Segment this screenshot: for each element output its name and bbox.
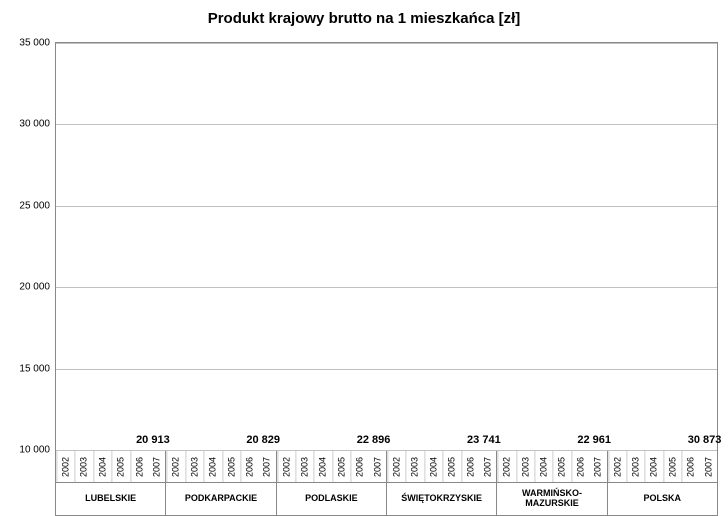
- year-label: 2005: [332, 451, 350, 482]
- year-label: 2007: [369, 451, 386, 482]
- year-label: 2007: [700, 451, 717, 482]
- bar-value-label: 22 896: [357, 434, 391, 450]
- x-axis-group: 200220032004200520062007WARMIŃSKO-MAZURS…: [496, 451, 606, 516]
- year-row: 200220032004200520062007: [166, 451, 275, 483]
- year-label: 2002: [387, 451, 405, 482]
- year-label: 2003: [405, 451, 423, 482]
- year-row: 200220032004200520062007: [56, 451, 165, 483]
- y-tick-label: 20 000: [19, 282, 56, 293]
- year-label: 2006: [681, 451, 699, 482]
- region-label: ŚWIĘTOKRZYSKIE: [387, 483, 496, 516]
- year-label: 2003: [295, 451, 313, 482]
- year-label: 2004: [93, 451, 111, 482]
- bar-value-label: 30 873: [688, 434, 722, 450]
- year-label: 2007: [148, 451, 165, 482]
- year-label: 2007: [258, 451, 275, 482]
- x-axis-group: 200220032004200520062007PODLASKIE: [276, 451, 386, 516]
- year-label: 2004: [424, 451, 442, 482]
- year-row: 200220032004200520062007: [387, 451, 496, 483]
- year-label: 2007: [589, 451, 606, 482]
- x-axis-group: 200220032004200520062007PODKARPACKIE: [165, 451, 275, 516]
- year-label: 2002: [277, 451, 295, 482]
- year-label: 2005: [222, 451, 240, 482]
- bars-area: 20 91320 82922 89623 74122 96130 873: [56, 43, 717, 450]
- x-axis-group: 200220032004200520062007POLSKA: [607, 451, 718, 516]
- y-tick-label: 25 000: [19, 200, 56, 211]
- x-axis-group: 200220032004200520062007LUBELSKIE: [55, 451, 165, 516]
- region-label: PODKARPACKIE: [166, 483, 275, 516]
- bar-value-label: 22 961: [577, 434, 611, 450]
- year-label: 2003: [516, 451, 534, 482]
- year-label: 2006: [461, 451, 479, 482]
- chart-container: Produkt krajowy brutto na 1 mieszkańca […: [0, 0, 728, 516]
- year-label: 2006: [350, 451, 368, 482]
- year-label: 2003: [185, 451, 203, 482]
- bar-value-label: 20 829: [246, 434, 280, 450]
- year-label: 2005: [663, 451, 681, 482]
- year-label: 2002: [166, 451, 184, 482]
- year-label: 2005: [111, 451, 129, 482]
- bar-value-label: 23 741: [467, 434, 501, 450]
- y-tick-label: 30 000: [19, 119, 56, 130]
- year-row: 200220032004200520062007: [497, 451, 606, 483]
- year-label: 2006: [130, 451, 148, 482]
- year-label: 2004: [203, 451, 221, 482]
- year-row: 200220032004200520062007: [608, 451, 717, 483]
- year-row: 200220032004200520062007: [277, 451, 386, 483]
- year-label: 2004: [644, 451, 662, 482]
- year-label: 2007: [479, 451, 496, 482]
- year-label: 2002: [497, 451, 515, 482]
- y-tick-label: 15 000: [19, 363, 56, 374]
- year-label: 2006: [240, 451, 258, 482]
- year-label: 2003: [74, 451, 92, 482]
- bar-value-label: 20 913: [136, 434, 170, 450]
- year-label: 2002: [56, 451, 74, 482]
- y-tick-label: 10 000: [19, 445, 56, 456]
- year-label: 2005: [552, 451, 570, 482]
- year-label: 2005: [442, 451, 460, 482]
- year-label: 2006: [571, 451, 589, 482]
- chart-title: Produkt krajowy brutto na 1 mieszkańca […: [0, 0, 728, 27]
- x-axis-group: 200220032004200520062007ŚWIĘTOKRZYSKIE: [386, 451, 496, 516]
- region-label: WARMIŃSKO-MAZURSKIE: [497, 483, 606, 516]
- year-label: 2004: [534, 451, 552, 482]
- region-label: PODLASKIE: [277, 483, 386, 516]
- x-axis: 200220032004200520062007LUBELSKIE2002200…: [55, 451, 718, 516]
- region-label: LUBELSKIE: [56, 483, 165, 516]
- plot-area: 10 00015 00020 00025 00030 00035 000 20 …: [55, 42, 718, 451]
- year-label: 2003: [626, 451, 644, 482]
- region-label: POLSKA: [608, 483, 717, 516]
- year-label: 2002: [608, 451, 626, 482]
- year-label: 2004: [313, 451, 331, 482]
- y-tick-label: 35 000: [19, 38, 56, 49]
